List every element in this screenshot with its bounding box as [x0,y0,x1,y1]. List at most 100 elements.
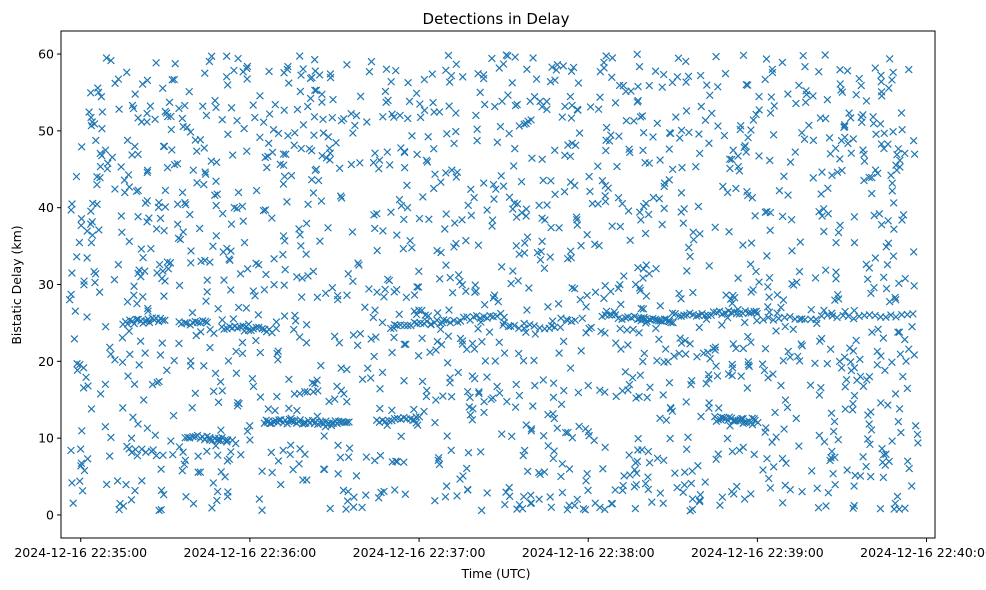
data-point-314 [281,150,290,159]
data-point-1352 [261,206,270,214]
data-point-964 [123,297,132,306]
data-point-407 [530,381,539,390]
data-point-876 [479,179,488,187]
data-point-952 [196,135,205,144]
data-point-1517 [98,124,106,133]
data-point-1394 [434,453,443,462]
data-point-416 [230,203,239,212]
data-point-1480 [297,144,306,153]
data-point-1393 [728,447,737,456]
data-point-1694 [705,139,713,148]
data-point-1110 [223,81,232,89]
data-point-815 [446,378,454,387]
data-point-527 [123,442,131,451]
data-point-81 [168,450,177,459]
data-point-47 [910,282,919,290]
data-point-214 [749,285,757,294]
data-point-1399 [645,81,654,90]
data-point-1360 [428,70,437,78]
data-point-1228 [87,113,95,122]
y-tick-label-6: 60 [38,47,54,62]
data-point-1602 [422,386,431,395]
data-point-1598 [463,485,472,494]
data-point-540 [311,166,320,175]
data-point-1537 [799,51,807,60]
data-point-355 [159,267,167,275]
data-point-1436 [91,269,100,278]
data-point-1508 [653,454,662,463]
data-point-1277 [371,306,379,315]
data-point-480 [117,212,126,220]
data-point-999 [527,424,536,433]
data-point-853 [193,178,201,187]
data-point-990 [766,109,775,117]
data-point-37 [83,254,91,262]
data-point-1102 [743,81,752,89]
data-point-1395 [635,62,644,71]
data-point-801 [333,295,342,304]
data-point-401 [127,495,136,504]
data-point-602 [677,208,686,216]
data-point-1954 [737,414,746,423]
data-point-1450 [372,333,380,341]
data-point-1230 [560,187,569,196]
data-point-1219 [910,351,919,359]
data-point-1371 [878,458,887,467]
data-point-1004 [279,232,288,240]
data-point-903 [524,117,532,126]
data-point-1407 [414,283,423,291]
data-point-250 [573,495,582,504]
data-point-1660 [334,469,342,478]
data-point-302 [884,216,892,225]
data-point-1405 [355,261,363,269]
data-point-398 [211,369,220,378]
data-point-1319 [80,280,88,289]
data-point-383 [780,425,788,433]
data-point-1162 [371,149,379,158]
data-point-458 [547,223,555,232]
data-point-1592 [111,79,119,88]
data-point-1185 [665,145,674,153]
data-point-498 [243,75,251,83]
data-point-1513 [616,280,624,289]
data-point-1569 [220,276,228,284]
data-point-1369 [625,145,633,154]
data-point-845 [889,127,897,136]
data-point-1966 [764,313,773,322]
data-point-1410 [742,148,751,156]
data-point-431 [320,432,329,440]
data-point-507 [158,339,167,347]
data-point-1408 [234,303,243,312]
data-point-164 [739,344,748,353]
data-point-695 [711,223,720,232]
data-point-418 [213,487,222,496]
data-point-1208 [284,131,292,140]
data-point-790 [213,190,222,199]
data-point-1382 [262,163,271,172]
chart-title: Detections in Delay [423,10,570,28]
data-point-137 [279,150,288,158]
data-point-1613 [447,392,456,401]
data-point-1686 [828,447,836,456]
data-point-1071 [447,71,456,80]
data-point-1582 [176,235,185,244]
data-point-863 [178,114,187,123]
data-point-1457 [143,196,152,205]
data-point-1594 [243,427,252,436]
data-point-1155 [584,486,592,495]
data-point-974 [616,300,625,309]
data-point-1181 [536,470,544,479]
data-point-216 [882,284,891,293]
data-point-374 [641,479,650,488]
data-point-1699 [859,453,867,461]
data-point-808 [361,303,369,312]
data-point-1195 [503,52,512,60]
data-point-1061 [900,149,909,158]
data-point-1321 [448,288,457,297]
data-point-1364 [795,267,804,276]
data-point-1066 [188,403,197,412]
data-point-1633 [374,493,383,502]
data-point-1335 [207,157,216,165]
data-point-562 [842,375,851,384]
data-point-1429 [343,291,351,300]
